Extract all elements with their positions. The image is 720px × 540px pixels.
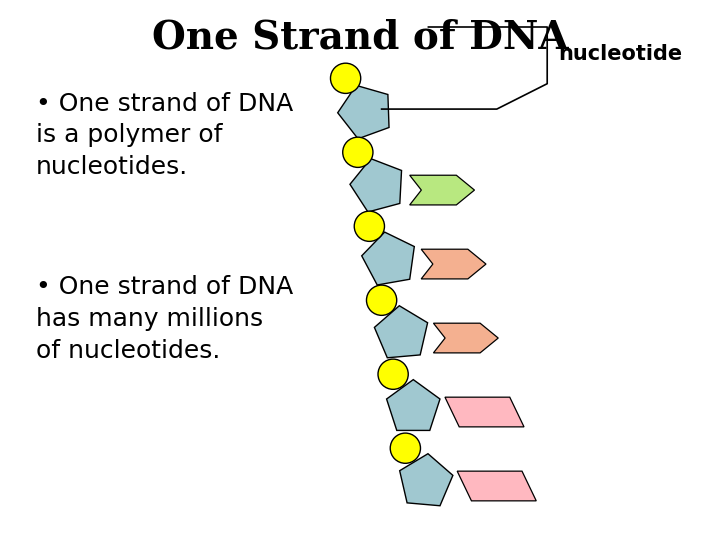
Text: nucleotide: nucleotide — [558, 44, 682, 64]
Polygon shape — [338, 85, 389, 139]
Ellipse shape — [366, 285, 397, 315]
Ellipse shape — [390, 433, 420, 463]
Ellipse shape — [354, 211, 384, 241]
Polygon shape — [433, 323, 498, 353]
Text: One Strand of DNA: One Strand of DNA — [152, 19, 568, 57]
Polygon shape — [445, 397, 524, 427]
Polygon shape — [410, 176, 474, 205]
Text: • One strand of DNA
has many millions
of nucleotides.: • One strand of DNA has many millions of… — [36, 275, 293, 362]
Polygon shape — [350, 159, 402, 212]
Ellipse shape — [330, 63, 361, 93]
Polygon shape — [387, 380, 440, 430]
Polygon shape — [361, 232, 414, 285]
Polygon shape — [457, 471, 536, 501]
Ellipse shape — [343, 137, 373, 167]
Ellipse shape — [378, 359, 408, 389]
Text: • One strand of DNA
is a polymer of
nucleotides.: • One strand of DNA is a polymer of nucl… — [36, 92, 293, 179]
Polygon shape — [374, 306, 428, 358]
Polygon shape — [421, 249, 486, 279]
Polygon shape — [400, 454, 453, 506]
